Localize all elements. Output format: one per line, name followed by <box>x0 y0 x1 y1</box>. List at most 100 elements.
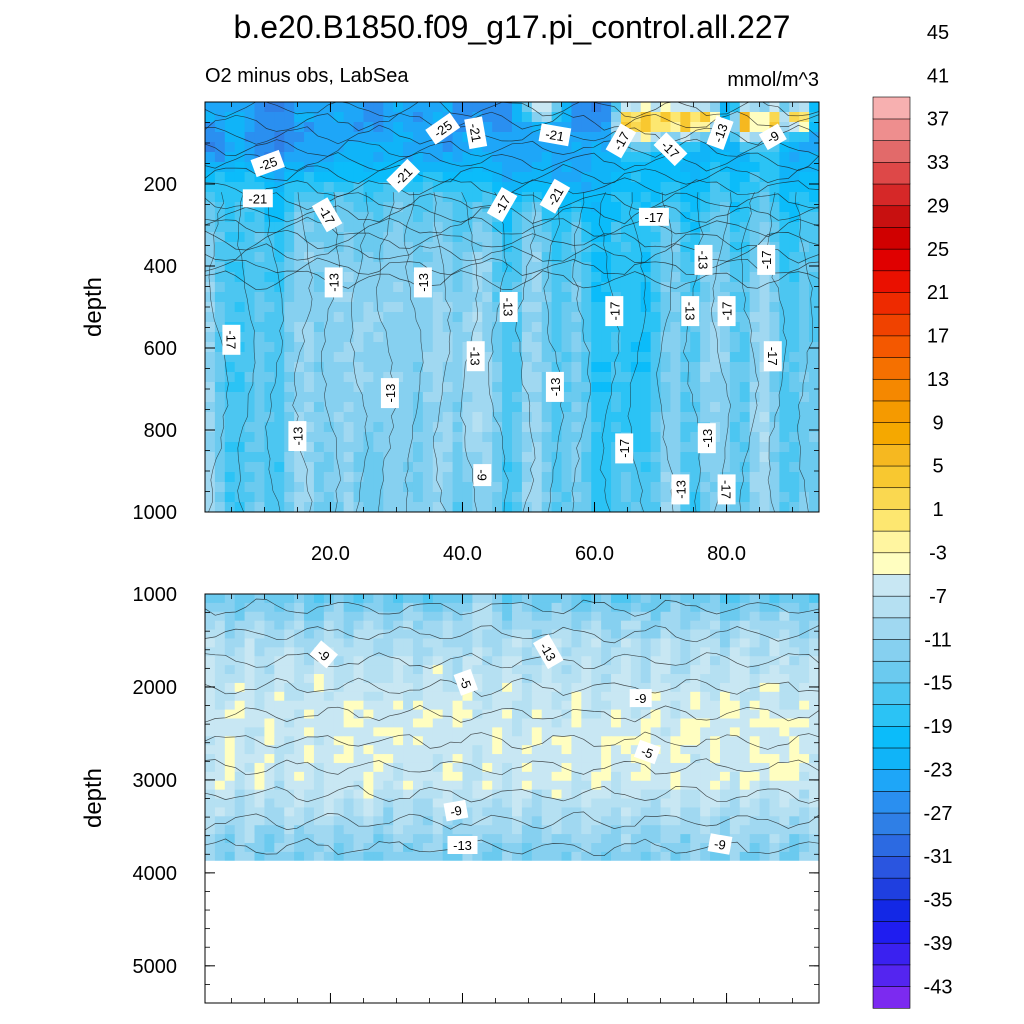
field-cell <box>482 292 493 303</box>
field-cell <box>789 834 800 844</box>
field-cell <box>739 242 751 253</box>
colorbar-swatch <box>872 508 911 532</box>
field-cell <box>700 789 711 800</box>
field-cell <box>492 754 503 764</box>
field-cell <box>294 851 305 862</box>
field-cell <box>670 222 681 233</box>
field-cell <box>294 192 305 203</box>
field-cell <box>521 342 533 353</box>
field-cell <box>650 502 662 512</box>
field-cell <box>809 502 819 512</box>
field-cell <box>304 807 315 817</box>
x-tick-label: 60.0 <box>575 543 614 565</box>
contour-label: -13 <box>413 267 432 298</box>
field-cell <box>274 282 285 293</box>
field-cell <box>442 362 454 373</box>
field-cell <box>611 182 622 193</box>
field-cell <box>521 162 533 173</box>
field-cell <box>254 262 266 273</box>
field-cell <box>710 629 721 640</box>
field-cell <box>650 282 662 293</box>
field-cell <box>561 736 573 746</box>
field-cell <box>749 674 761 684</box>
field-cell <box>521 142 533 153</box>
contour-label-text: -13 <box>682 302 697 321</box>
field-cell <box>769 602 780 613</box>
field-cell <box>799 647 810 657</box>
field-cell <box>234 727 246 737</box>
field-cell <box>601 594 612 604</box>
field-cell <box>759 834 771 844</box>
field-cell <box>759 382 771 393</box>
field-cell <box>304 798 315 809</box>
field-cell <box>769 102 780 113</box>
field-cell <box>769 452 780 463</box>
field-cell <box>630 611 642 622</box>
field-cell <box>789 602 800 613</box>
field-cell <box>313 700 325 711</box>
field-cell <box>809 682 819 693</box>
field-cell <box>205 302 216 313</box>
field-cell <box>323 462 335 473</box>
field-cell <box>512 462 523 473</box>
contour-label-box <box>380 378 399 409</box>
field-cell <box>403 754 414 764</box>
field-cell <box>442 442 454 453</box>
field-cell <box>304 222 315 233</box>
field-cell <box>313 780 325 791</box>
field-cell <box>214 718 226 728</box>
field-cell <box>521 762 533 773</box>
field-cell <box>452 262 464 273</box>
field-cell <box>640 482 652 493</box>
field-cell <box>304 851 315 862</box>
field-cell <box>462 392 473 403</box>
field-cell <box>363 727 374 737</box>
field-cell <box>403 292 414 303</box>
field-cell <box>611 472 622 483</box>
field-cell <box>284 192 295 203</box>
field-cell <box>432 172 444 183</box>
field-cell <box>214 362 226 373</box>
field-cell <box>363 502 374 512</box>
field-cell <box>561 382 573 393</box>
field-cell <box>759 842 771 853</box>
field-cell <box>680 620 691 631</box>
contour-label-box <box>466 341 485 372</box>
field-cell <box>363 834 374 844</box>
field-cell <box>650 322 662 333</box>
field-cell <box>531 629 543 640</box>
field-cell <box>769 282 780 293</box>
field-cell <box>551 502 563 512</box>
field-cell <box>809 816 819 826</box>
field-cell <box>274 292 285 303</box>
field-cell <box>383 292 394 303</box>
field-cell <box>274 442 285 453</box>
field-cell <box>680 162 691 173</box>
field-cell <box>799 718 810 728</box>
field-cell <box>502 142 513 153</box>
field-cell <box>700 727 711 737</box>
field-cell <box>531 272 543 283</box>
field-cell <box>383 594 394 604</box>
field-cell <box>749 594 761 604</box>
field-cell <box>749 718 761 728</box>
field-cell <box>680 422 691 433</box>
field-cell <box>591 302 602 313</box>
field-cell <box>452 472 464 483</box>
field-cell <box>759 620 771 631</box>
field-cell <box>284 736 295 746</box>
field-cell <box>799 442 810 453</box>
field-cell <box>304 162 315 173</box>
field-cell <box>521 834 533 844</box>
field-cell <box>363 780 374 791</box>
field-cell <box>482 825 493 835</box>
field-cell <box>264 242 275 253</box>
field-cell <box>284 312 295 323</box>
field-cell <box>581 842 592 853</box>
field-cell <box>581 132 592 143</box>
field-cell <box>581 472 592 483</box>
field-cell <box>304 745 315 755</box>
field-cell <box>521 602 533 613</box>
field-cell <box>809 798 819 809</box>
field-cell <box>403 816 414 826</box>
